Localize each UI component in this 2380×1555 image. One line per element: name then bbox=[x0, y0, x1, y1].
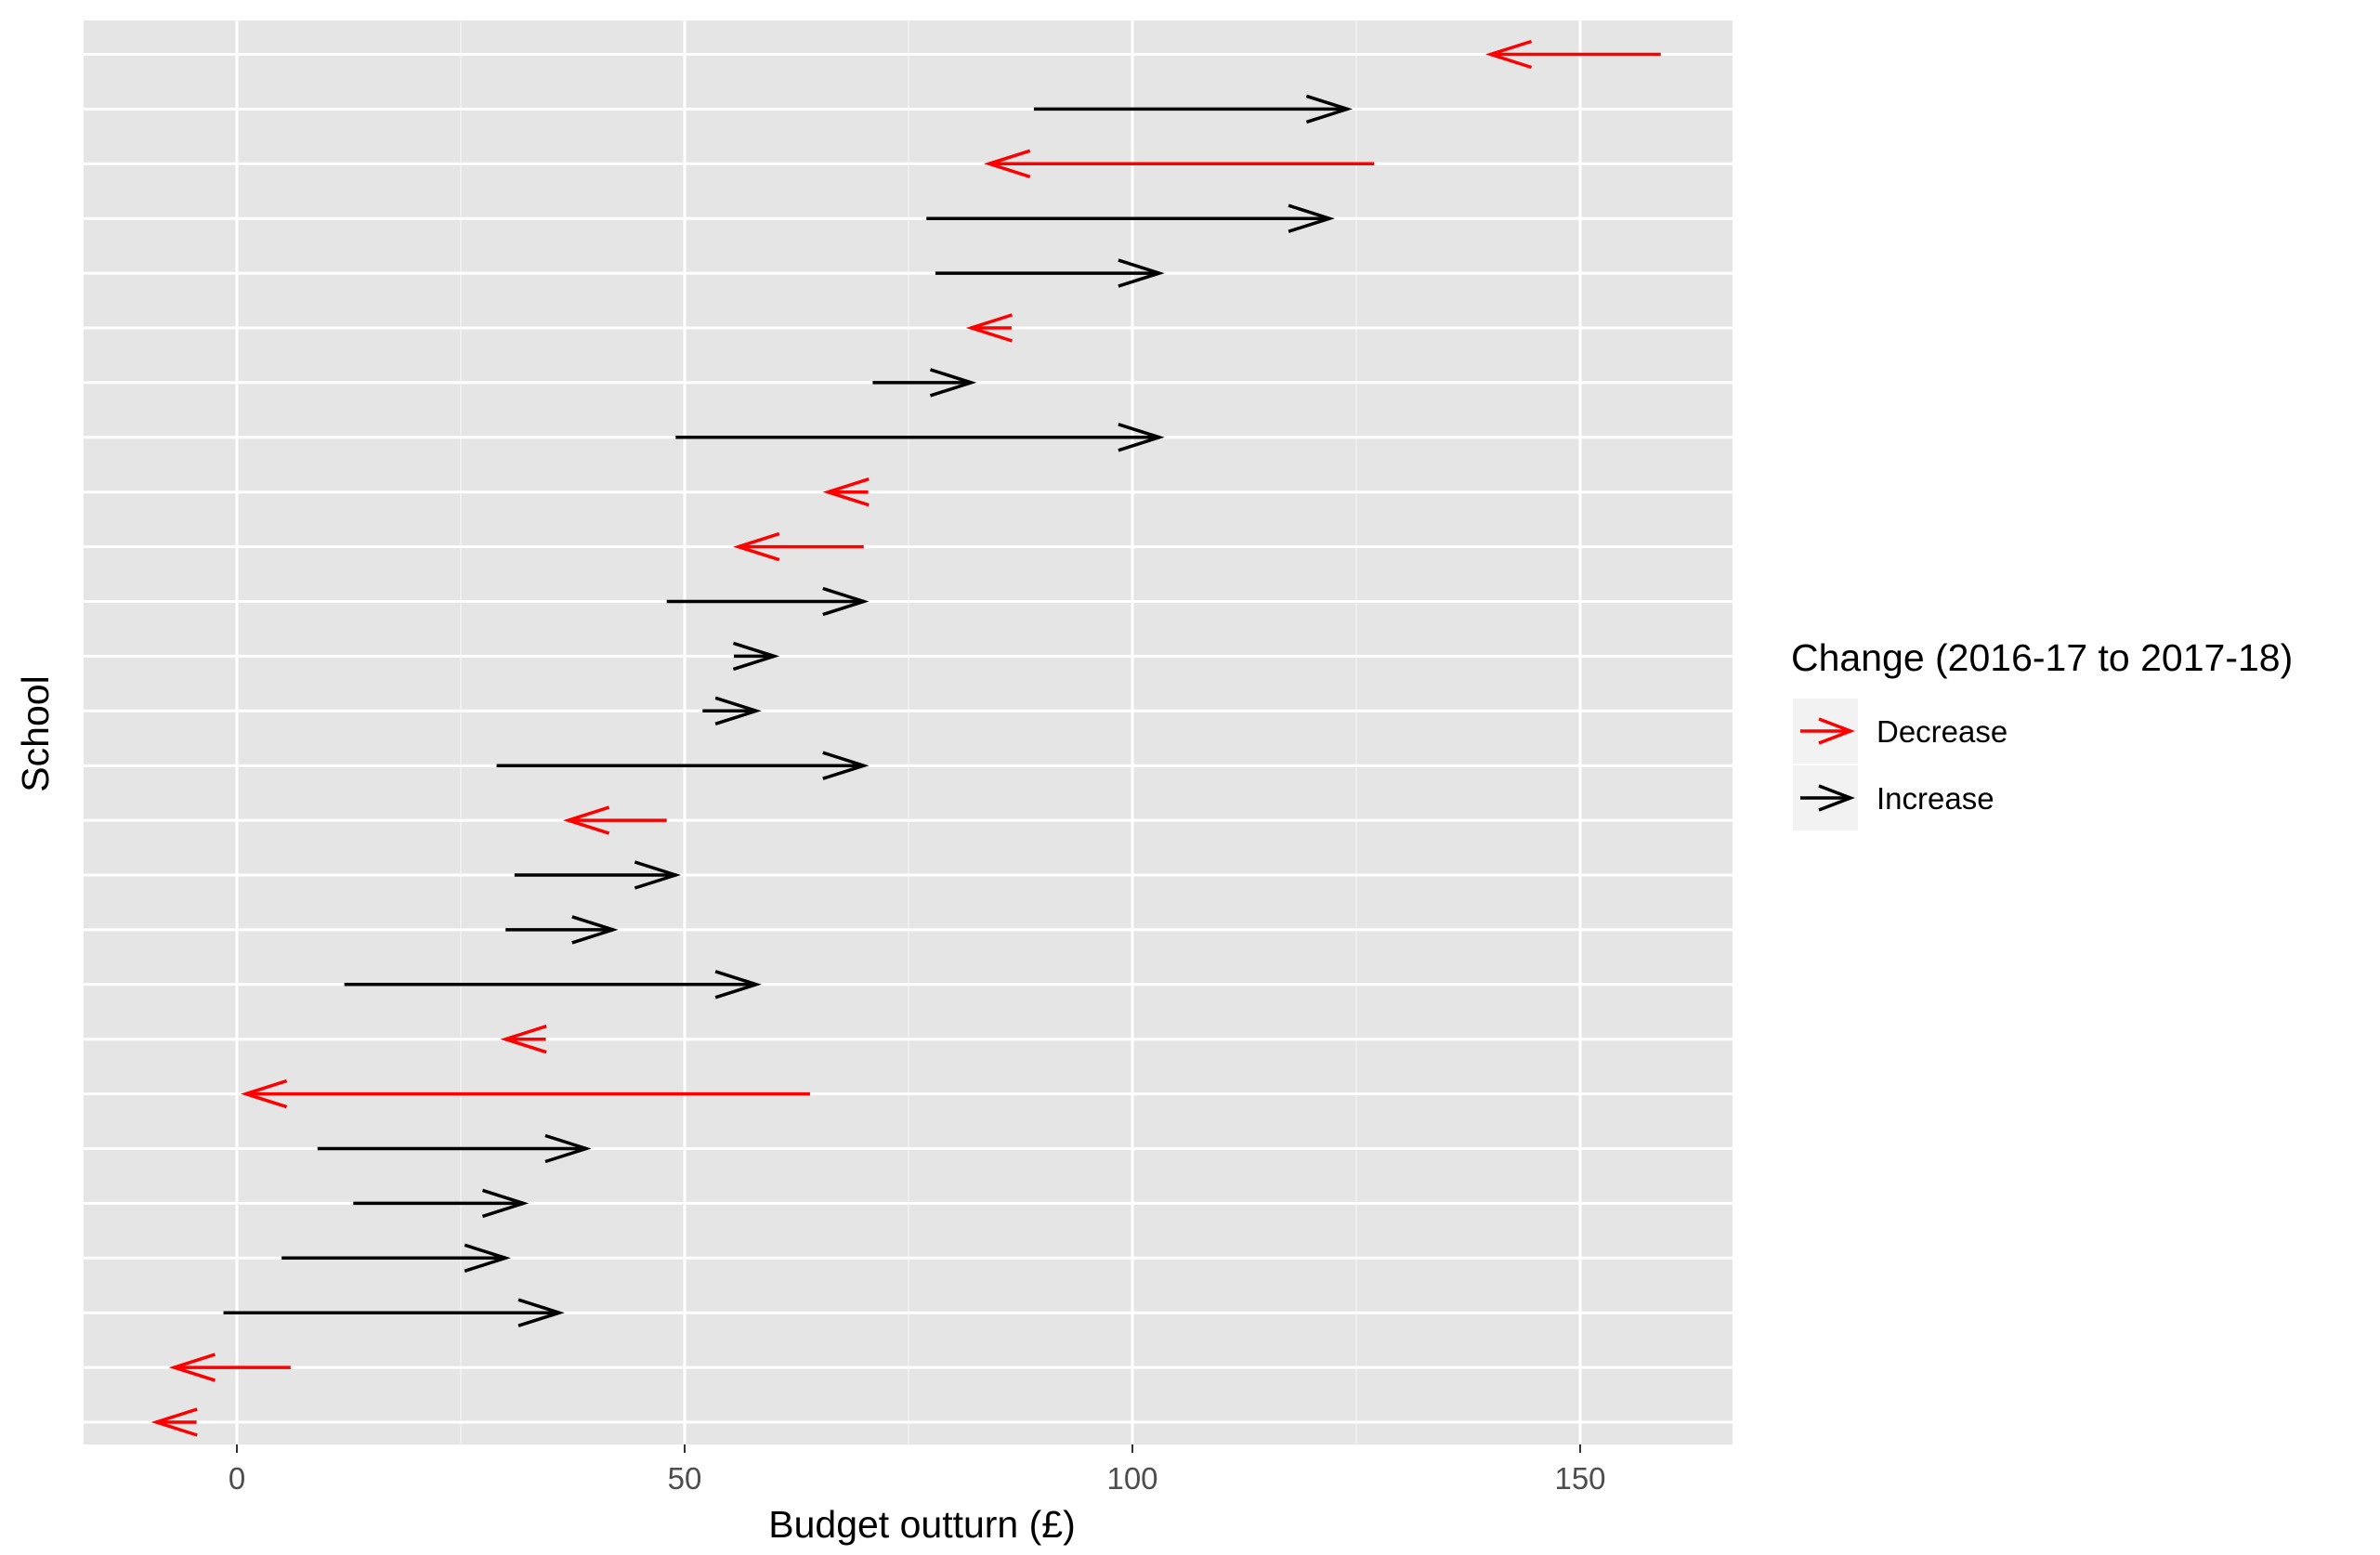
increase-arrow bbox=[317, 1133, 592, 1164]
arrow-head bbox=[240, 1078, 288, 1109]
increase-arrow bbox=[353, 1188, 530, 1219]
decrease-arrow bbox=[1484, 39, 1661, 70]
increase-arrow bbox=[514, 860, 682, 890]
decrease-arrow bbox=[822, 477, 870, 507]
increase-arrow bbox=[496, 751, 870, 780]
increase-arrow bbox=[872, 368, 977, 398]
decrease-arrow bbox=[983, 149, 1375, 178]
increase-arrow bbox=[1033, 94, 1353, 124]
legend-key-head bbox=[1818, 717, 1855, 745]
arrow-series bbox=[150, 39, 1661, 1437]
arrow-head bbox=[500, 1025, 547, 1054]
x-tick-label: 100 bbox=[1106, 1461, 1157, 1496]
x-axis-title: Budget outturn (£) bbox=[768, 1503, 1075, 1546]
legend-entries: Decrease Increase bbox=[1793, 699, 2007, 830]
legend-title: Change (2016-17 to 2017-18) bbox=[1791, 636, 2293, 679]
arrow-head bbox=[1484, 39, 1533, 70]
arrow-head bbox=[1305, 94, 1353, 124]
x-tick-label: 50 bbox=[668, 1461, 702, 1496]
arrow-head bbox=[733, 531, 780, 562]
arrow-head bbox=[544, 1133, 592, 1164]
x-axis-ticks: 0 50 100 150 bbox=[229, 1444, 1606, 1496]
legend-entry-decrease: Decrease bbox=[1793, 699, 2007, 764]
x-tick-label: 150 bbox=[1554, 1461, 1605, 1496]
arrow-head bbox=[822, 751, 870, 780]
arrow-head bbox=[822, 586, 870, 617]
arrow-head bbox=[983, 149, 1031, 178]
arrow-head bbox=[822, 477, 870, 507]
increase-arrow bbox=[935, 258, 1165, 288]
arrow-head bbox=[1118, 258, 1165, 288]
arrow-head bbox=[732, 641, 780, 672]
increase-arrow bbox=[223, 1298, 565, 1327]
decrease-arrow bbox=[562, 805, 667, 835]
decrease-arrow bbox=[733, 531, 864, 562]
arrow-head bbox=[464, 1243, 511, 1273]
arrow-head bbox=[1118, 423, 1165, 452]
arrow-head bbox=[929, 368, 977, 398]
increase-arrow bbox=[666, 586, 870, 617]
arrow-head bbox=[150, 1407, 198, 1437]
increase-arrow bbox=[702, 696, 762, 725]
decrease-arrow bbox=[168, 1352, 291, 1382]
arrow-head bbox=[168, 1352, 216, 1382]
decrease-arrow bbox=[965, 313, 1013, 343]
decrease-arrow bbox=[500, 1025, 547, 1054]
arrow-head bbox=[481, 1188, 530, 1219]
y-axis-title: School bbox=[14, 675, 57, 791]
arrow-head bbox=[571, 915, 619, 945]
legend-label-decrease: Decrease bbox=[1877, 714, 2007, 749]
arrow-head bbox=[714, 970, 762, 1000]
legend: Change (2016-17 to 2017-18) Decrease Incr… bbox=[1791, 636, 2293, 830]
arrow-head bbox=[634, 860, 682, 890]
arrow-head bbox=[965, 313, 1013, 343]
legend-label-increase: Increase bbox=[1877, 781, 1994, 816]
increase-arrow bbox=[926, 203, 1335, 233]
increase-arrow bbox=[344, 970, 762, 1000]
major-gridlines bbox=[84, 20, 1733, 1444]
legend-key-head bbox=[1818, 784, 1855, 812]
increase-arrow bbox=[281, 1243, 511, 1273]
decrease-arrow bbox=[150, 1407, 198, 1437]
increase-arrow bbox=[732, 641, 780, 672]
x-tick-label: 0 bbox=[229, 1461, 245, 1496]
increase-arrow bbox=[505, 915, 619, 945]
arrow-head bbox=[562, 805, 610, 835]
decrease-arrow bbox=[240, 1078, 810, 1109]
increase-arrow bbox=[675, 423, 1165, 452]
minor-gridlines bbox=[460, 20, 1357, 1444]
legend-entry-increase: Increase bbox=[1793, 765, 1994, 830]
arrow-head bbox=[517, 1298, 565, 1327]
arrow-head bbox=[1288, 203, 1335, 233]
arrow-head bbox=[714, 696, 762, 725]
